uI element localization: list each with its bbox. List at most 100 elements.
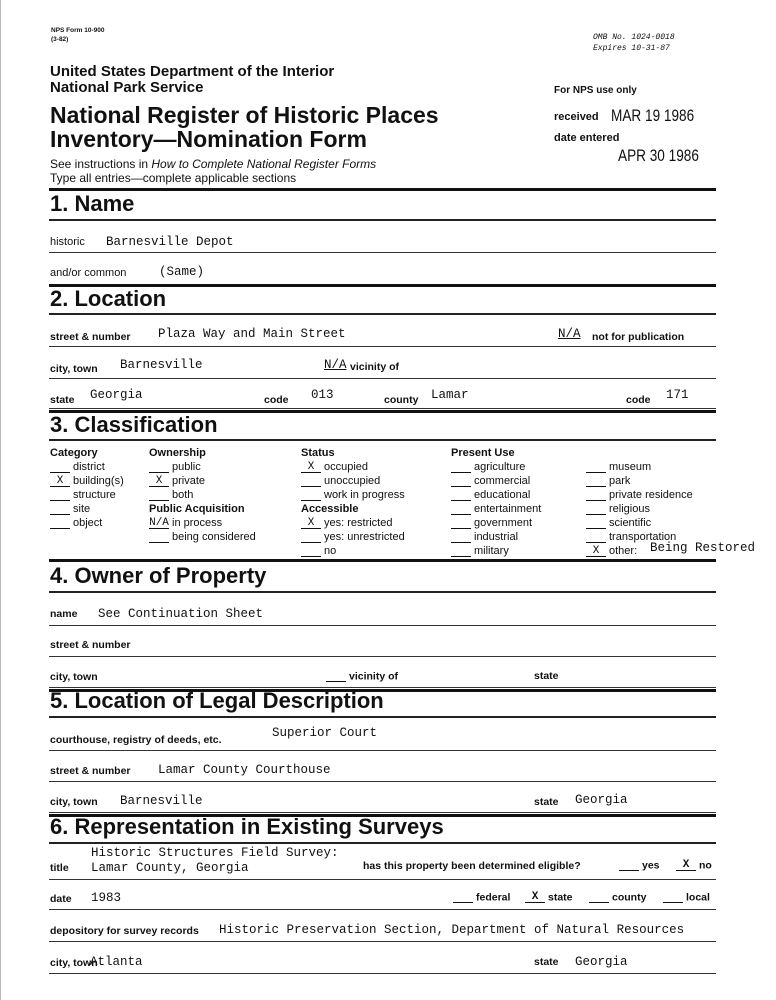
county-label: county [384, 394, 419, 406]
federal-checkbox [453, 892, 473, 903]
common-label: and/or common [50, 267, 127, 279]
form-number: NPS Form 10-900 [51, 27, 105, 34]
checkbox [451, 504, 471, 515]
divider [49, 410, 716, 413]
legal-city-label: city, town [50, 796, 98, 808]
department: United States Department of the Interior [50, 63, 335, 80]
section-2-heading: 2. Location [50, 286, 167, 311]
date-entered-stamp: APR 30 1986 [618, 146, 699, 165]
vicinity-checkbox [326, 671, 346, 682]
column-heading: Status [301, 447, 335, 459]
survey-state-label: state [534, 956, 559, 968]
option-label: commercial [474, 475, 531, 487]
column-heading: Ownership [149, 447, 206, 459]
checkbox [50, 504, 70, 515]
option-label: park [609, 475, 631, 487]
legal-city-value: Barnesville [120, 794, 203, 808]
checkbox [586, 476, 606, 487]
option-label: no [324, 545, 337, 557]
other-use-value: Being Restored [650, 541, 756, 555]
checkbox [301, 546, 321, 557]
option-label: site [73, 503, 91, 515]
option-label: religious [609, 503, 650, 515]
divider [49, 812, 716, 813]
survey-city-value: Atlanta [90, 955, 143, 969]
local-label: local [686, 891, 710, 904]
classification-option: educational [451, 490, 530, 501]
divider [49, 842, 716, 844]
owner-name: See Continuation Sheet [98, 607, 264, 621]
divider [49, 687, 716, 688]
county-value: Lamar [431, 388, 469, 402]
option-label: government [474, 517, 533, 529]
option-label: industrial [474, 531, 519, 543]
instructions: See instructions in How to Complete Nati… [50, 158, 376, 170]
vicinity-label: vicinity of [349, 670, 399, 683]
state-label: state [50, 394, 75, 406]
option-label: both [172, 489, 194, 501]
sub-heading: Public Acquisition [149, 503, 245, 515]
divider [49, 313, 716, 315]
owner-state-label: state [534, 670, 559, 682]
classification-option: both [149, 490, 193, 501]
state-label: state [548, 891, 573, 904]
option-label: district [73, 461, 105, 473]
classification-option: agriculture [451, 462, 525, 473]
checkbox [586, 490, 606, 501]
vicinity-label: vicinity of [350, 361, 400, 373]
checkbox [451, 532, 471, 543]
date-entered-label: date entered [554, 132, 620, 144]
county-checkbox [589, 892, 609, 903]
checkbox [451, 546, 471, 557]
classification-option: military [451, 546, 509, 557]
depository-label: depository for survey records [50, 925, 199, 937]
not-for-publication-label: not for publication [592, 331, 685, 343]
instructions-text: See instructions in [50, 157, 152, 171]
divider [49, 625, 716, 626]
instructions-title: How to Complete National Register Forms [151, 157, 377, 171]
option-label: transportation [609, 531, 677, 543]
option-label: scientific [609, 517, 652, 529]
checkbox [149, 490, 169, 501]
courthouse-label: courthouse, registry of deeds, etc. [50, 734, 222, 746]
classification-option: structure [50, 490, 116, 501]
checkbox [451, 518, 471, 529]
received-stamp: MAR 19 1986 [611, 106, 695, 125]
owner-name-label: name [50, 608, 78, 620]
classification-option: object [50, 518, 102, 529]
checkbox [586, 518, 606, 529]
owner-city-label: city, town [50, 671, 98, 683]
checkbox [149, 462, 169, 473]
option-label: other: [609, 545, 638, 557]
divider [49, 378, 716, 379]
checkbox [451, 476, 471, 487]
checkbox [586, 462, 606, 473]
survey-state-value: Georgia [575, 955, 628, 969]
classification-option: unoccupied [301, 476, 380, 487]
option-label: work in progress [324, 489, 405, 501]
checkbox [451, 490, 471, 501]
legal-state-value: Georgia [575, 793, 628, 807]
classification-option: entertainment [451, 504, 541, 515]
checkbox [586, 504, 606, 515]
divider [49, 219, 716, 221]
divider [49, 439, 716, 441]
county-label: county [612, 891, 647, 904]
divider [49, 656, 716, 657]
survey-title-label: title [50, 862, 69, 874]
option-label: unoccupied [324, 475, 381, 487]
checkbox [50, 490, 70, 501]
classification-option: yes: unrestricted [301, 532, 405, 543]
divider [49, 716, 716, 718]
column-heading: Present Use [451, 447, 515, 459]
form-title: National Register of Historic Places [50, 102, 439, 128]
option-label: being considered [172, 531, 256, 543]
option-label: private residence [609, 489, 693, 501]
divider [49, 781, 716, 782]
form-subtitle: Inventory—Nomination Form [50, 126, 367, 152]
